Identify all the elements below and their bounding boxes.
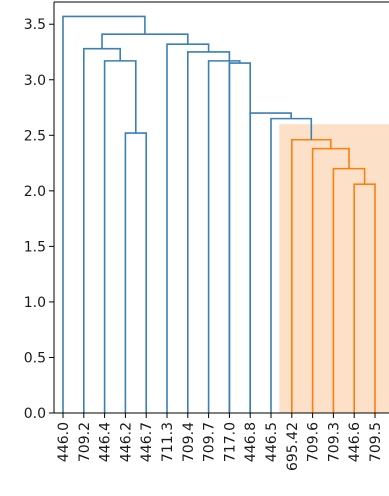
x-tick-label: 446.8 — [243, 422, 259, 462]
y-tick-label: 0.5 — [24, 350, 46, 366]
x-tick-label: 446.4 — [98, 422, 114, 462]
x-tick-label: 711.3 — [160, 422, 176, 462]
x-tick-label: 709.6 — [306, 422, 322, 462]
x-tick-label: 695.42 — [285, 422, 301, 471]
dendrogram-link-5 — [353, 183, 376, 413]
x-tick-label: 709.4 — [181, 422, 197, 462]
x-tick-label: 709.7 — [202, 422, 218, 462]
y-tick-label: 2.0 — [24, 184, 46, 200]
dendrogram-link-14 — [62, 15, 146, 413]
dendrogram-link-11 — [187, 51, 231, 413]
dendrogram-link-4 — [207, 60, 241, 413]
dendrogram-link-13 — [101, 33, 189, 49]
x-tick-label: 717.0 — [222, 422, 238, 462]
dendrogram-link-2 — [83, 47, 121, 413]
dendrogram-link-1 — [103, 60, 137, 413]
x-tick-label: 709.2 — [77, 422, 93, 462]
y-tick-label: 3.5 — [24, 17, 46, 33]
x-tick-label: 446.7 — [139, 422, 155, 462]
dendrogram-link-0 — [124, 132, 147, 413]
y-tick-label: 1.0 — [24, 295, 46, 311]
y-tick-label: 3.0 — [24, 73, 46, 89]
x-tick-label: 446.0 — [56, 422, 72, 462]
dendrogram-link-3 — [228, 62, 251, 413]
x-tick-label: 446.2 — [118, 422, 134, 462]
x-tick-label: 709.3 — [326, 422, 342, 462]
x-tick-label: 446.5 — [264, 422, 280, 462]
dendrogram-link-6 — [332, 167, 366, 413]
dendrogram-link-8 — [291, 138, 332, 413]
dendrogram-link-10 — [249, 112, 292, 413]
x-tick-label: 446.6 — [347, 422, 363, 462]
y-tick-label: 0.0 — [24, 406, 46, 422]
y-tick-label: 2.5 — [24, 128, 46, 144]
x-tick-label: 709.5 — [368, 422, 384, 462]
y-tick-label: 1.5 — [24, 239, 46, 255]
